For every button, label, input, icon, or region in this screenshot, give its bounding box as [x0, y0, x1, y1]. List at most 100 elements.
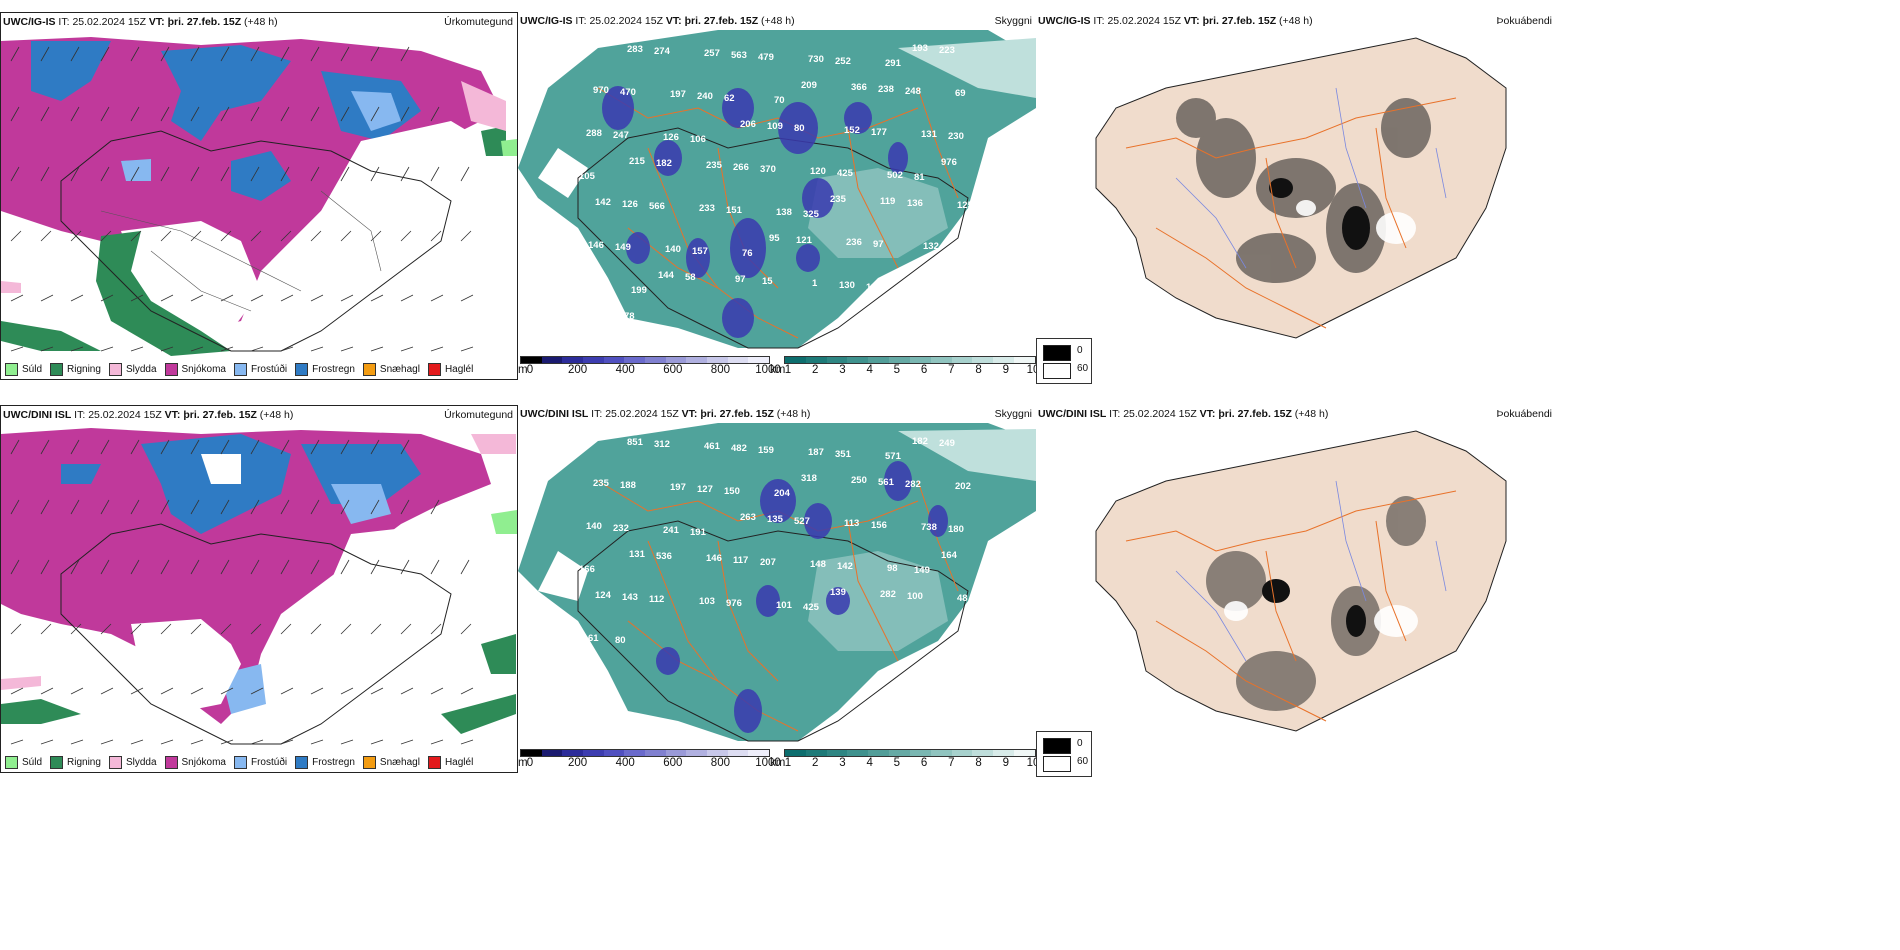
peak-elevation-label: 199 [631, 285, 647, 296]
peak-elevation-label: 235 [593, 478, 610, 489]
peak-elevation-label: 144 [658, 270, 675, 281]
legend-item-súld: Súld [5, 363, 42, 376]
peak-elevation-label: 291 [885, 58, 902, 69]
peak-elevation-label: 370 [760, 164, 776, 175]
legend-swatch [108, 756, 122, 769]
peak-elevation-label: 97 [873, 239, 884, 250]
panel-title: Skyggni [994, 15, 1032, 27]
peak-elevation-label: 180 [948, 524, 964, 535]
legend-label: Súld [22, 757, 43, 768]
colorbar-tick-label: 9 [1002, 757, 1009, 769]
fog-low-swatch [1043, 756, 1071, 772]
legend-label: Frostúði [250, 364, 288, 375]
panel-title: Þokuábendi [1496, 15, 1552, 27]
peak-elevation-label: 139 [830, 587, 846, 598]
peak-elevation-label: 976 [941, 157, 957, 168]
colorbar-segment [930, 357, 952, 363]
peak-elevation-label: 80 [581, 283, 592, 294]
colorbar-segment [624, 750, 646, 756]
colorbar-segment [930, 750, 952, 756]
colorbar-tick-label: 0 [526, 364, 534, 376]
peak-elevation-label: 130 [839, 280, 855, 291]
peak-elevation-label: 536 [656, 551, 672, 562]
peak-elevation-label: 142 [595, 197, 611, 208]
colorbar-tick-label: 1 [784, 757, 792, 769]
peak-elevation-label: 970 [593, 85, 609, 96]
peak-elevation-label: 561 [878, 477, 895, 488]
peak-elevation-label: 109 [767, 121, 783, 132]
peak-elevation-label: 566 [649, 201, 665, 212]
colorbar-segment [805, 357, 827, 363]
colorbar-tick-label: 600 [663, 364, 683, 376]
peak-elevation-label: 177 [871, 127, 887, 138]
peak-elevation-label: 164 [941, 550, 958, 561]
peak-elevation-label: 257 [704, 48, 720, 59]
peak-elevation-label: 274 [654, 46, 671, 57]
peak-elevation-label: 142 [837, 561, 853, 572]
peak-elevation-label: 215 [629, 156, 646, 167]
peak-elevation-label: 976 [726, 598, 742, 609]
legend-item-súld: Súld [5, 756, 42, 769]
peak-elevation-label: 69 [955, 88, 966, 99]
peak-elevation-label: 159 [758, 445, 774, 456]
legend-item-frostregn: Frostregn [295, 756, 355, 769]
legend-label: Frostregn [312, 364, 355, 375]
colorbar-segment [909, 750, 931, 756]
peak-elevation-label: 119 [880, 196, 895, 207]
visibility-panel-2: UWC/DINI ISL IT: 25.02.2024 15Z VT: þri.… [518, 405, 1036, 773]
colorbar-tick-label: 6 [920, 757, 928, 769]
peak-elevation-label: 124 [595, 590, 612, 601]
peak-elevation-label: 81 [914, 172, 925, 183]
peak-elevation-label: 114 [866, 282, 882, 293]
colorbar-segment [951, 357, 973, 363]
visibility-panel-1: UWC/IG-IS IT: 25.02.2024 15Z VT: þri. 27… [518, 12, 1036, 380]
peak-elevation-label: 117 [733, 555, 748, 566]
legend-label: Rigning [67, 364, 101, 375]
visibility-colorbar-2: km 1 2 3 4 5 6 7 8 9 10 [770, 749, 1039, 773]
peak-elevation-label: 425 [803, 602, 820, 613]
fog-high-label: 0 [1077, 345, 1083, 356]
colorbar-tick-label: 8 [975, 364, 982, 376]
precip-type-map [1, 37, 517, 356]
peak-elevation-label: 241 [663, 525, 680, 536]
peak-elevation-label: 80 [615, 635, 626, 646]
peak-elevation-label: 283 [627, 44, 643, 55]
legend-item-frostúði: Frostúði [233, 363, 288, 376]
peak-elevation-label: 527 [794, 516, 810, 527]
colorbar-tick-label: 9 [1002, 364, 1009, 376]
colorbar-tick-label: 200 [568, 364, 588, 376]
visibility-unit: km [770, 757, 786, 769]
colorbar-tick-label: 0 [526, 757, 534, 769]
peak-elevation-label: 80 [597, 309, 608, 320]
peak-elevation-label: 232 [613, 523, 629, 534]
peak-elevation-label: 121 [796, 235, 813, 246]
peak-elevation-label: 103 [699, 596, 715, 607]
peak-elevation-label: 238 [878, 84, 894, 95]
colorbar-segment [805, 750, 827, 756]
peak-elevation-label: 502 [887, 170, 903, 181]
legend-label: Haglél [444, 364, 474, 375]
colorbar-segment [785, 357, 806, 363]
peak-elevation-label: 146 [588, 240, 604, 251]
peak-elevation-label: 204 [774, 488, 791, 499]
peak-elevation-label: 851 [627, 437, 644, 448]
colorbar-segment [624, 357, 646, 363]
peak-elevation-label: 157 [692, 246, 708, 257]
fog-map [1095, 37, 1507, 339]
colorbar-tick-label: 3 [839, 757, 846, 769]
panel-header: UWC/IG-IS IT: 25.02.2024 15Z VT: þri. 27… [3, 16, 278, 28]
peak-elevation-label: 318 [801, 473, 817, 484]
colorbar-segment [583, 357, 604, 363]
peak-elevation-label: 100 [943, 286, 959, 297]
peak-elevation-label: 76 [742, 248, 753, 259]
colorbar-segment [972, 357, 994, 363]
colorbar-segment [826, 357, 848, 363]
legend-item-frostregn: Frostregn [295, 363, 355, 376]
colorbar-tick-label: 400 [615, 757, 635, 769]
legend-swatch [427, 756, 441, 769]
panel-header: UWC/IG-IS IT: 25.02.2024 15Z VT: þri. 27… [520, 15, 795, 27]
colorbar-segment [889, 750, 910, 756]
panel-title: Skyggni [994, 408, 1032, 420]
peak-elevation-label: 571 [885, 451, 902, 462]
colorbar-segment [993, 357, 1015, 363]
